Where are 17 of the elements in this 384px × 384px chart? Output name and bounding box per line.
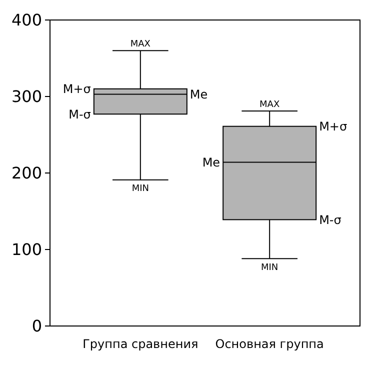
y-tick-label: 400	[11, 10, 42, 30]
annotation: M+σ	[319, 120, 348, 134]
annotation: MIN	[261, 262, 278, 273]
y-tick-label: 300	[11, 87, 42, 106]
annotation: Me	[190, 87, 208, 102]
y-tick-label: 0	[32, 316, 42, 336]
annotation: M-σ	[68, 107, 92, 122]
annotation: M-σ	[319, 212, 342, 227]
y-tick-label: 200	[11, 164, 42, 183]
x-tick-label: Основная группа	[215, 337, 324, 351]
annotation: MAX	[260, 100, 280, 110]
x-tick-label: Группа сравнения	[82, 337, 198, 351]
annotation: M+σ	[62, 82, 92, 96]
annotation: MIN	[132, 184, 149, 194]
y-tick-label: 100	[11, 240, 42, 260]
annotation: MAX	[130, 40, 150, 50]
annotation: Me	[202, 155, 220, 170]
